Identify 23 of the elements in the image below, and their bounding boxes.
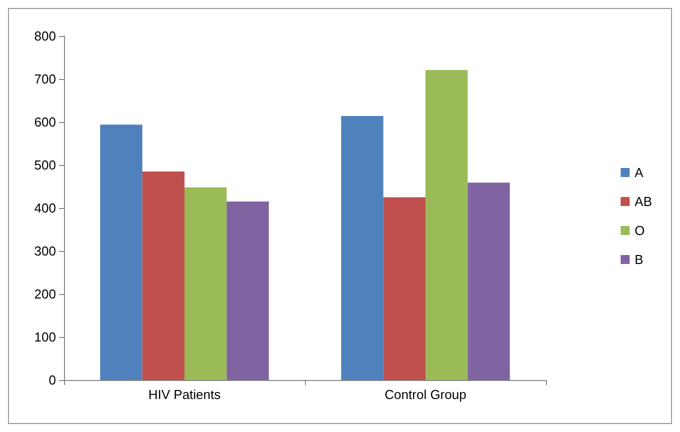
y-tick-label: 0 — [48, 372, 56, 388]
legend-label: B — [634, 252, 644, 267]
y-tick-label: 400 — [34, 200, 56, 216]
legend-label: A — [634, 165, 644, 180]
bar — [142, 171, 184, 380]
y-tick-label: 700 — [34, 72, 56, 86]
y-tick-label: 300 — [34, 244, 56, 258]
bar — [226, 202, 269, 380]
bar — [100, 124, 142, 380]
bar — [184, 187, 227, 380]
bar — [426, 70, 468, 380]
bar — [383, 197, 426, 380]
legend-label: AB — [634, 194, 652, 209]
y-tick-label: 600 — [34, 114, 56, 130]
y-tick-label: 500 — [34, 158, 56, 172]
y-tick-label: 100 — [34, 330, 56, 344]
legend-label: O — [634, 223, 645, 238]
bar — [468, 182, 510, 380]
x-tick-label: HIV Patients — [148, 387, 222, 402]
y-tick-label: 800 — [34, 28, 56, 44]
bar — [341, 116, 384, 380]
x-tick-label: Control Group — [384, 387, 466, 402]
y-tick-label: 200 — [34, 286, 56, 302]
